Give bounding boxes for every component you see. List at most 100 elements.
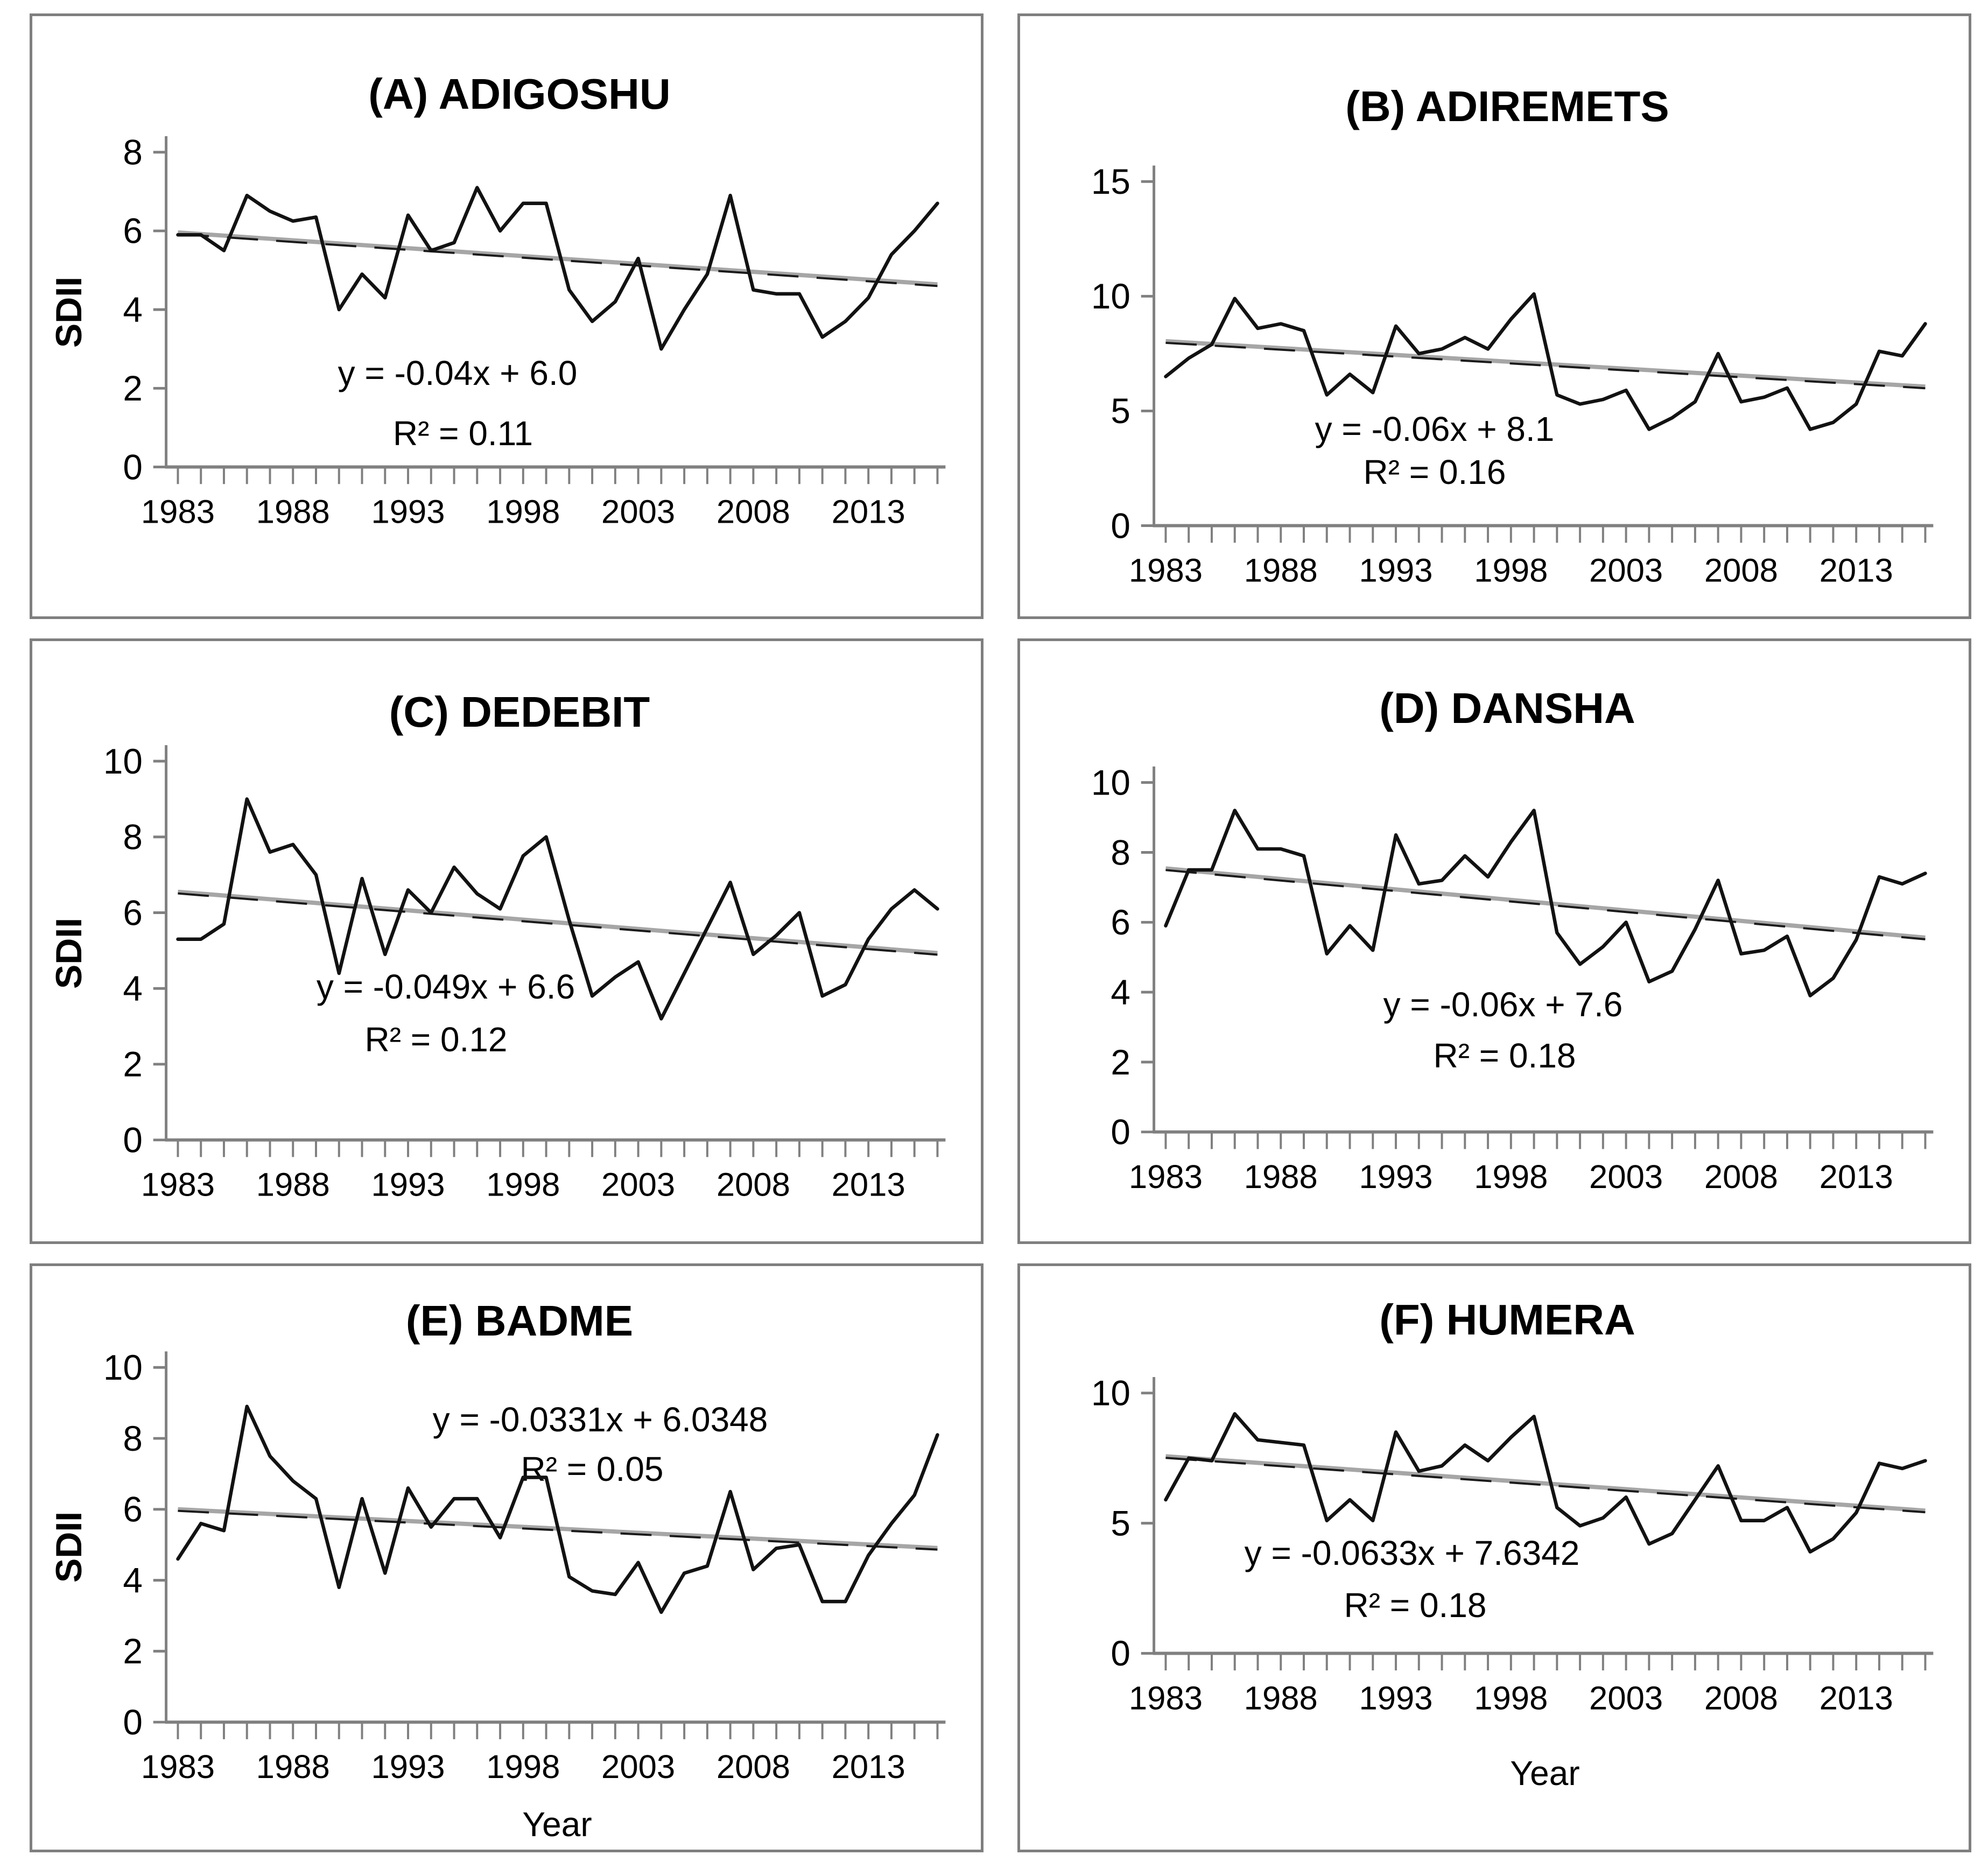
svg-text:0: 0 — [1111, 1113, 1130, 1152]
panel-dedebit: (C) DEDEBIT SDII y = -0.049x + 6.6 R² = … — [30, 638, 984, 1244]
trend-equation-label: y = -0.04x + 6.0 — [338, 354, 578, 392]
svg-text:1993: 1993 — [371, 494, 445, 531]
svg-text:1988: 1988 — [256, 494, 330, 531]
trend-equation-label: y = -0.0633x + 7.6342 — [1244, 1534, 1580, 1572]
chart-title: (E) BADME — [405, 1297, 634, 1345]
svg-text:2003: 2003 — [1589, 552, 1663, 589]
svg-text:10: 10 — [103, 1348, 143, 1387]
svg-text:1983: 1983 — [141, 494, 215, 531]
line-chart-dedebit: 0 2 4 6 8 10 1983 1988 1993 1998 2003 2008 2013 — [103, 742, 946, 1204]
svg-text:6: 6 — [123, 1490, 143, 1529]
x-axis-title-year: Year — [1510, 1754, 1580, 1793]
svg-text:5: 5 — [1111, 1503, 1130, 1543]
svg-text:2013: 2013 — [1820, 552, 1893, 589]
chart-title: (C) DEDEBIT — [389, 688, 650, 736]
line-chart-humera: 0 5 10 1983 1988 1993 1998 2003 2008 2013 — [1091, 1374, 1934, 1717]
svg-text:2003: 2003 — [601, 1748, 675, 1786]
svg-text:1998: 1998 — [1474, 1680, 1548, 1717]
svg-text:0: 0 — [1111, 506, 1130, 545]
svg-text:4: 4 — [1111, 973, 1130, 1012]
panel-adiremets: (B) ADIREMETS y = -0.06x + 8.1 R² = 0.16… — [1017, 13, 1971, 619]
svg-text:8: 8 — [123, 133, 142, 172]
panel-humera: (F) HUMERA y = -0.0633x + 7.6342 R² = 0.… — [1017, 1263, 1971, 1852]
chart-title: (A) ADIGOSHU — [368, 70, 671, 118]
r-squared-label: R² = 0.05 — [521, 1450, 664, 1488]
chart-title: (D) DANSHA — [1379, 684, 1635, 732]
svg-text:1998: 1998 — [486, 1748, 560, 1786]
svg-text:1998: 1998 — [1474, 1158, 1548, 1196]
svg-text:1993: 1993 — [371, 1167, 445, 1204]
svg-text:1993: 1993 — [371, 1748, 445, 1786]
svg-text:10: 10 — [1091, 277, 1130, 316]
svg-text:0: 0 — [123, 1703, 143, 1742]
svg-text:1983: 1983 — [1129, 1158, 1203, 1196]
svg-text:1983: 1983 — [1129, 1680, 1203, 1717]
panel-badme: (E) BADME SDII y = -0.0331x + 6.0348 R² … — [30, 1263, 984, 1852]
r-squared-label: R² = 0.18 — [1344, 1586, 1487, 1625]
svg-text:15: 15 — [1091, 162, 1130, 201]
line-chart-dansha: 0 2 4 6 8 10 1983 1988 1993 1998 2003 2008 2013 — [1091, 763, 1934, 1196]
svg-text:1993: 1993 — [1359, 1680, 1432, 1717]
svg-text:2008: 2008 — [1704, 1680, 1778, 1717]
svg-text:1993: 1993 — [1359, 1158, 1432, 1196]
svg-text:2003: 2003 — [601, 494, 675, 531]
panel-dansha: (D) DANSHA y = -0.06x + 7.6 R² = 0.18 0 2… — [1017, 638, 1971, 1244]
svg-text:2: 2 — [123, 1045, 142, 1084]
svg-text:4: 4 — [123, 1561, 143, 1600]
line-chart-badme: 0 2 4 6 8 10 1983 1988 1993 1998 2003 2008 2013 — [103, 1348, 946, 1786]
svg-text:2: 2 — [123, 369, 142, 408]
svg-text:2003: 2003 — [1589, 1680, 1663, 1717]
trend-equation-label: y = -0.0331x + 6.0348 — [432, 1400, 768, 1439]
svg-text:1998: 1998 — [486, 1167, 560, 1204]
svg-text:2013: 2013 — [832, 1748, 905, 1786]
svg-text:1998: 1998 — [1474, 552, 1548, 589]
svg-text:6: 6 — [123, 212, 142, 251]
svg-text:2008: 2008 — [716, 1748, 790, 1786]
svg-text:2013: 2013 — [1820, 1158, 1893, 1196]
svg-text:6: 6 — [123, 893, 142, 932]
svg-text:1998: 1998 — [486, 494, 560, 531]
svg-text:1988: 1988 — [256, 1167, 330, 1204]
svg-text:6: 6 — [1111, 903, 1130, 942]
line-chart-adiremets: 0 5 10 15 1983 1988 1993 1998 2003 2008 2013 — [1091, 162, 1934, 589]
svg-text:1993: 1993 — [1359, 552, 1432, 589]
svg-text:10: 10 — [1091, 763, 1130, 803]
svg-text:1988: 1988 — [1244, 1680, 1318, 1717]
svg-text:10: 10 — [103, 742, 143, 781]
r-squared-label: R² = 0.18 — [1433, 1036, 1576, 1075]
svg-text:1983: 1983 — [141, 1167, 215, 1204]
svg-text:1988: 1988 — [1244, 1158, 1318, 1196]
svg-text:1988: 1988 — [1244, 552, 1318, 589]
svg-text:1988: 1988 — [256, 1748, 330, 1786]
trend-equation-label: y = -0.06x + 7.6 — [1383, 985, 1623, 1024]
chart-title: (B) ADIREMETS — [1345, 82, 1669, 130]
svg-text:2003: 2003 — [1589, 1158, 1663, 1196]
trend-equation-label: y = -0.06x + 8.1 — [1315, 410, 1555, 448]
svg-text:2008: 2008 — [716, 1167, 790, 1204]
svg-text:2013: 2013 — [832, 494, 905, 531]
trend-equation-label: y = -0.049x + 6.6 — [316, 967, 575, 1006]
svg-text:2008: 2008 — [1704, 1158, 1778, 1196]
svg-text:8: 8 — [123, 1419, 143, 1458]
svg-text:4: 4 — [123, 969, 142, 1008]
svg-text:2: 2 — [1111, 1043, 1130, 1082]
svg-text:2003: 2003 — [601, 1167, 675, 1204]
svg-text:0: 0 — [123, 447, 142, 487]
svg-text:0: 0 — [1111, 1634, 1130, 1673]
line-chart-adigoshu: 0 2 4 6 8 1983 1988 1993 1998 2003 2008 2013 — [123, 133, 946, 531]
svg-text:5: 5 — [1111, 391, 1130, 431]
svg-text:8: 8 — [1111, 833, 1130, 872]
svg-text:2: 2 — [123, 1632, 143, 1671]
svg-text:2008: 2008 — [1704, 552, 1778, 589]
svg-text:1983: 1983 — [141, 1748, 215, 1786]
svg-text:8: 8 — [123, 818, 142, 857]
svg-text:0: 0 — [123, 1121, 142, 1160]
r-squared-label: R² = 0.11 — [392, 414, 533, 453]
r-squared-label: R² = 0.12 — [364, 1020, 508, 1059]
svg-text:2013: 2013 — [832, 1167, 905, 1204]
svg-text:2008: 2008 — [716, 494, 790, 531]
svg-text:2013: 2013 — [1820, 1680, 1893, 1717]
x-axis-title-year: Year — [522, 1805, 592, 1844]
svg-text:1983: 1983 — [1129, 552, 1203, 589]
